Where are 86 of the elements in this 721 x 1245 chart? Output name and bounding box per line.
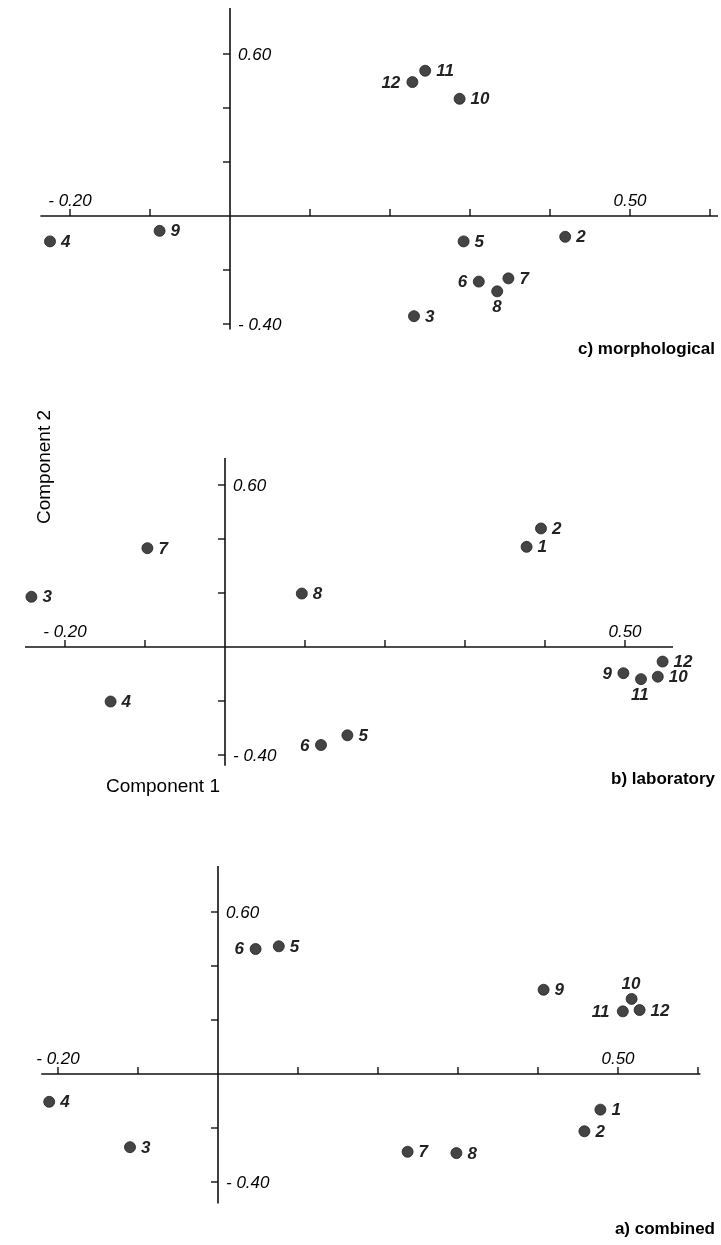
annotation: 7	[158, 538, 170, 558]
point	[625, 993, 638, 1005]
point	[537, 983, 550, 996]
point	[341, 729, 354, 742]
point	[408, 310, 420, 323]
point	[141, 542, 154, 555]
y-tick-label: - 0.40	[238, 314, 283, 334]
annotation: 6	[234, 939, 245, 959]
annotation: 1	[537, 537, 548, 557]
annotation: 12	[381, 72, 401, 92]
x-tick-label: 0.50	[601, 1049, 636, 1068]
y-tick-label: - 0.40	[226, 1172, 271, 1192]
y-tick-label: 0.60	[226, 902, 260, 922]
point	[453, 92, 466, 105]
annotation: 3	[42, 587, 53, 607]
point	[594, 1103, 607, 1116]
x-tick-label: - 0.20	[48, 191, 93, 210]
annotation: 4	[60, 231, 71, 251]
text: c) morphological	[578, 339, 715, 358]
y-tick-label: 0.60	[233, 475, 267, 495]
point	[295, 587, 308, 600]
point	[520, 540, 533, 553]
y-tick-label: 0.60	[238, 44, 272, 64]
point	[457, 235, 470, 248]
point	[472, 275, 485, 288]
point	[124, 1141, 136, 1154]
y-tick-label: - 0.40	[233, 745, 278, 765]
annotation: 10	[668, 667, 689, 687]
annotation: 2	[594, 1121, 606, 1141]
annotation: 3	[141, 1137, 151, 1157]
point	[401, 1145, 414, 1158]
point	[616, 1005, 629, 1018]
point	[104, 695, 117, 708]
text: a) combined	[614, 1219, 715, 1238]
annotation: 8	[312, 584, 323, 604]
annotation: 1	[611, 1100, 621, 1120]
annotation: 11	[631, 685, 649, 705]
annotation: 4	[120, 692, 132, 712]
x-tick-label: - 0.20	[36, 1049, 81, 1068]
point	[502, 272, 515, 285]
annotation: 10	[621, 973, 642, 993]
point	[635, 673, 647, 686]
x-tick-label: - 0.20	[43, 622, 88, 641]
annotation: 9	[170, 221, 181, 241]
annotation: 9	[602, 663, 613, 683]
annotation: 5	[358, 725, 369, 745]
y-axis-title: Component 2	[33, 409, 54, 525]
annotation: 7	[519, 268, 531, 288]
x-tick-label: 0.50	[613, 191, 648, 210]
annotation: 2	[575, 227, 587, 247]
point	[153, 224, 166, 237]
point	[315, 739, 327, 751]
annotation: 5	[289, 936, 300, 956]
annotation: 8	[492, 297, 503, 317]
point	[559, 230, 572, 243]
annotation: 4	[59, 1092, 71, 1112]
point	[25, 590, 38, 603]
point	[535, 522, 547, 535]
point	[633, 1004, 646, 1016]
point	[491, 285, 504, 298]
x-tick-label: 0.50	[608, 622, 643, 641]
point	[651, 670, 664, 683]
annotation: 7	[418, 1142, 430, 1162]
annotation: 11	[591, 1001, 610, 1021]
annotation: 5	[474, 231, 485, 251]
annotation: 2	[551, 518, 562, 538]
point	[617, 667, 630, 680]
point	[419, 64, 432, 77]
point	[656, 655, 669, 668]
annotation: 12	[650, 1000, 671, 1020]
annotation: 3	[425, 306, 435, 326]
point	[406, 76, 419, 88]
point	[450, 1147, 463, 1160]
x-axis-title: Component 1	[105, 774, 220, 796]
point	[249, 943, 262, 955]
point	[44, 235, 56, 248]
point	[272, 940, 285, 953]
annotation: 11	[436, 61, 454, 81]
annotation: 10	[470, 89, 491, 109]
annotation: 9	[554, 980, 565, 1000]
annotation: 8	[467, 1143, 478, 1163]
annotation: 6	[300, 735, 310, 755]
annotation: 6	[457, 272, 468, 292]
point	[578, 1125, 591, 1138]
point	[43, 1095, 56, 1108]
text: b) laboratory	[611, 769, 716, 788]
